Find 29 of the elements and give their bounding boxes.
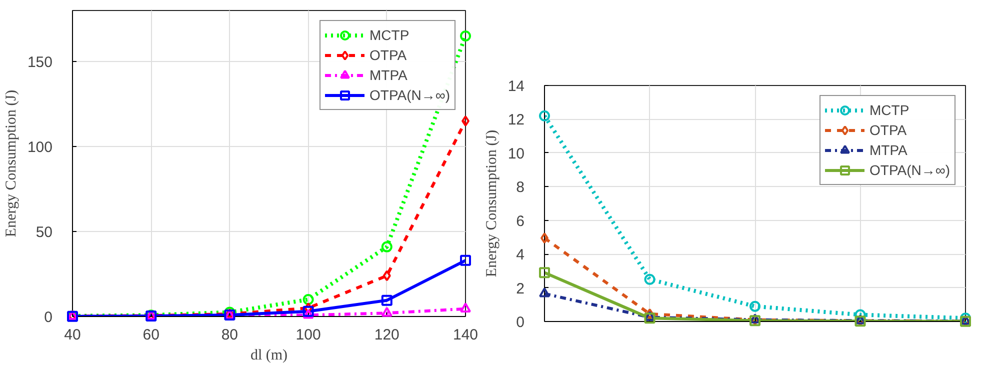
y-tick-label: 2 bbox=[516, 280, 524, 298]
legend-label: MCTP bbox=[370, 27, 410, 43]
legend-label: MTPA bbox=[370, 67, 408, 83]
y-tick-label: 150 bbox=[27, 54, 53, 71]
y-tick-label: 12 bbox=[508, 112, 525, 129]
y-tick-label: 4 bbox=[516, 246, 524, 264]
legend-label: OTPA bbox=[870, 122, 907, 138]
legend-label: MCTP bbox=[870, 102, 910, 118]
y-tick-label: 10 bbox=[508, 145, 525, 162]
legend-label: OTPA(N→∞) bbox=[870, 162, 950, 178]
y-tick-label: 0 bbox=[44, 309, 52, 326]
x-tick-label: 80 bbox=[221, 326, 238, 344]
legend-label: OTPA(N→∞) bbox=[370, 87, 450, 103]
y-axis-title: Energy Consumption (J) bbox=[3, 90, 20, 238]
y-tick-label: 100 bbox=[27, 139, 53, 156]
x-tick-label: 40 bbox=[64, 326, 81, 344]
y-tick-label: 6 bbox=[516, 212, 524, 230]
y-tick-label: 0 bbox=[516, 314, 524, 331]
x-tick-label: 120 bbox=[374, 326, 400, 344]
y-axis-title: Energy Consumption (J) bbox=[484, 130, 500, 278]
legend-label: OTPA bbox=[370, 47, 407, 63]
x-tick-label: 100 bbox=[296, 326, 321, 344]
y-tick-label: 8 bbox=[516, 179, 524, 196]
x-tick-label: 60 bbox=[142, 326, 160, 344]
x-tick-label: 140 bbox=[452, 326, 478, 344]
legend-label: MTPA bbox=[870, 142, 908, 158]
y-tick-label: 14 bbox=[508, 78, 525, 95]
x-axis-title: dl (m) bbox=[250, 348, 288, 364]
y-tick-label: 50 bbox=[36, 224, 53, 241]
